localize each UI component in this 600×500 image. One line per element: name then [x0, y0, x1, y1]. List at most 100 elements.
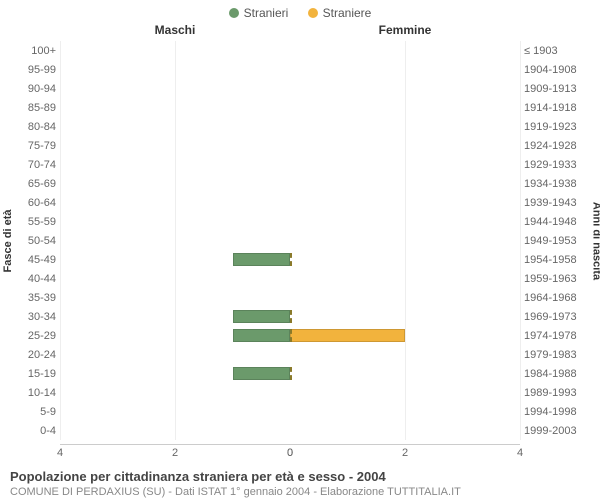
bar-row: 60-64 1939-1943	[10, 193, 590, 212]
bar-row: 10-14 1989-1993	[10, 383, 590, 402]
female-half	[290, 310, 520, 323]
age-label: 65-69	[10, 178, 60, 190]
bar-male	[233, 310, 291, 323]
birth-label: 1909-1913	[520, 83, 590, 95]
age-label: 55-59	[10, 216, 60, 228]
male-half	[60, 253, 290, 266]
bar-row: 25-29 1974-1978	[10, 326, 590, 345]
ylabel-birth: Anni di nascita	[590, 201, 600, 279]
bar-row: 80-841919-1923	[10, 117, 590, 136]
column-headers: Maschi Femmine	[10, 23, 590, 41]
bar-row: 90-94 1909-1913	[10, 79, 590, 98]
bar-row: 30-34 1969-1973	[10, 307, 590, 326]
x-tick: 2	[402, 447, 408, 459]
birth-label: 1989-1993	[520, 387, 590, 399]
legend-label-straniere: Straniere	[323, 6, 372, 20]
age-label: 15-19	[10, 368, 60, 380]
bar-row: 35-39 1964-1968	[10, 288, 590, 307]
bar-row: 75-79 1924-1928	[10, 136, 590, 155]
bar-female	[290, 329, 405, 342]
age-label: 45-49	[10, 254, 60, 266]
birth-label: 1949-1953	[520, 235, 590, 247]
age-label: 95-99	[10, 64, 60, 76]
ylabel-age: Fasce di età	[2, 209, 14, 272]
birth-label: 1979-1983	[520, 349, 590, 361]
bar-row: 5-9 1994-1998	[10, 402, 590, 421]
x-axis-plot: 0 2 4 0 2 4	[60, 444, 520, 461]
legend-swatch-straniere	[308, 8, 318, 18]
x-tick: 2	[172, 447, 178, 459]
age-label: 90-94	[10, 83, 60, 95]
row-plot	[60, 253, 520, 266]
chart-container: Stranieri Straniere Maschi Femmine Fasce…	[0, 0, 600, 500]
age-label: 30-34	[10, 311, 60, 323]
age-label: 75-79	[10, 140, 60, 152]
male-half	[60, 329, 290, 342]
x-axis-right: 0 2 4	[290, 445, 520, 461]
birth-label: 1914-1918	[520, 102, 590, 114]
birth-label: 1939-1943	[520, 197, 590, 209]
birth-label: 1929-1933	[520, 159, 590, 171]
age-label: 0-4	[10, 425, 60, 437]
male-half	[60, 310, 290, 323]
age-label: 50-54	[10, 235, 60, 247]
age-label: 70-74	[10, 159, 60, 171]
age-label: 40-44	[10, 273, 60, 285]
legend-item-stranieri: Stranieri	[229, 6, 289, 20]
bar-row: 85-89 1914-1918	[10, 98, 590, 117]
birth-label: 1974-1978	[520, 330, 590, 342]
bar-row: 95-99 1904-1908	[10, 60, 590, 79]
age-label: 10-14	[10, 387, 60, 399]
age-label: 85-89	[10, 102, 60, 114]
bar-row: 45-49 1954-1958	[10, 250, 590, 269]
bar-row: 50-54 1949-1953	[10, 231, 590, 250]
female-half	[290, 253, 520, 266]
bar-male	[233, 367, 291, 380]
bar-row: 20-24 1979-1983	[10, 345, 590, 364]
bar-row: 55-59 1944-1948	[10, 212, 590, 231]
age-label: 60-64	[10, 197, 60, 209]
legend: Stranieri Straniere	[10, 6, 590, 21]
bar-male	[233, 253, 291, 266]
bar-rows: 100+ ≤ 1903 95-99 1904-1908 90-94 1909-1913 85…	[10, 41, 590, 440]
birth-label: 1944-1948	[520, 216, 590, 228]
bar-row: 15-19 1984-1988	[10, 364, 590, 383]
age-label: 25-29	[10, 330, 60, 342]
birth-label: 1919-1923	[520, 121, 590, 133]
bar-row: 0-4 1999-2003	[10, 421, 590, 440]
age-label: 5-9	[10, 406, 60, 418]
row-plot	[60, 367, 520, 380]
female-half	[290, 367, 520, 380]
birth-label: 1999-2003	[520, 425, 590, 437]
birth-label: 1994-1998	[520, 406, 590, 418]
chart-subtitle: COMUNE DI PERDAXIUS (SU) - Dati ISTAT 1°…	[10, 486, 590, 498]
row-plot	[60, 329, 520, 342]
x-tick: 4	[517, 447, 523, 459]
x-axis-left: 0 2 4	[60, 445, 290, 461]
chart-area: Fasce di età Anni di nascita 100+≤ 19039…	[10, 41, 590, 440]
birth-label: 1934-1938	[520, 178, 590, 190]
bar-row: 100+ ≤ 1903	[10, 41, 590, 60]
birth-label: 1904-1908	[520, 64, 590, 76]
male-half	[60, 367, 290, 380]
chart-footer: Popolazione per cittadinanza straniera p…	[10, 469, 590, 498]
birth-label: 1954-1958	[520, 254, 590, 266]
bar-row: 40-441959-1963	[10, 269, 590, 288]
legend-label-stranieri: Stranieri	[244, 6, 289, 20]
birth-label: 1969-1973	[520, 311, 590, 323]
header-female: Femmine	[379, 23, 432, 37]
legend-swatch-stranieri	[229, 8, 239, 18]
x-tick: 0	[287, 447, 293, 459]
bar-male	[233, 329, 291, 342]
birth-label: 1984-1988	[520, 368, 590, 380]
age-label: 35-39	[10, 292, 60, 304]
x-tick: 4	[57, 447, 63, 459]
chart-title: Popolazione per cittadinanza straniera p…	[10, 469, 590, 484]
row-plot	[60, 310, 520, 323]
birth-label: 1924-1928	[520, 140, 590, 152]
birth-label: 1964-1968	[520, 292, 590, 304]
birth-label: ≤ 1903	[520, 45, 590, 57]
age-label: 100+	[10, 45, 60, 57]
age-label: 20-24	[10, 349, 60, 361]
legend-item-straniere: Straniere	[308, 6, 372, 20]
